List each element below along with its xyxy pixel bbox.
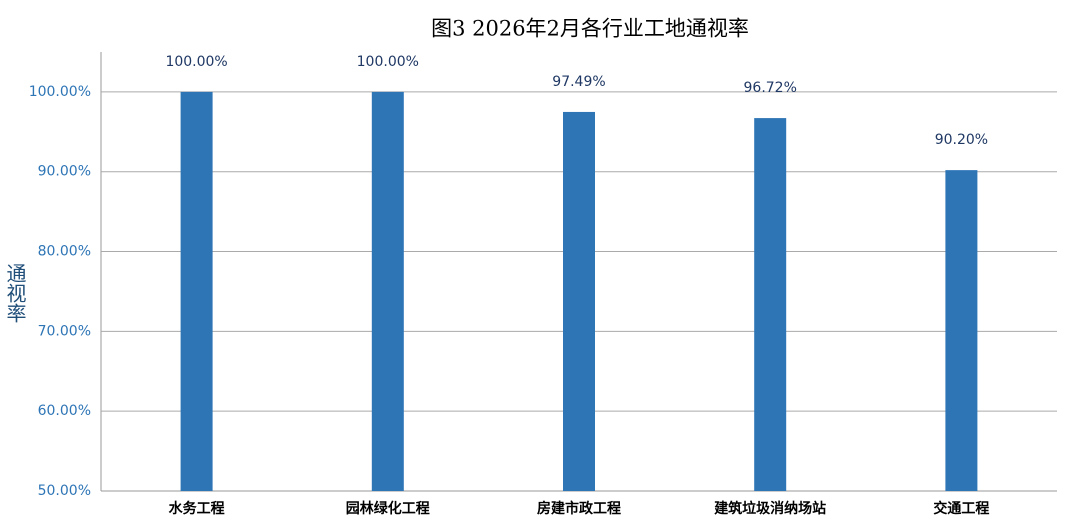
y-tick-label: 50.00% [38, 483, 91, 499]
y-axis-label: 通视率 [3, 263, 27, 323]
y-tick-label: 60.00% [38, 403, 91, 419]
y-tick-label: 100.00% [29, 84, 91, 100]
bar [563, 111, 595, 491]
value-label: 90.20% [935, 132, 988, 148]
x-tick-label: 水务工程 [169, 500, 225, 517]
value-label: 97.49% [552, 74, 605, 90]
bar [754, 118, 787, 492]
x-tick-label: 园林绿化工程 [346, 500, 430, 517]
value-label: 96.72% [744, 80, 797, 96]
y-tick-label: 80.00% [38, 244, 91, 260]
x-tick-label: 交通工程 [933, 500, 989, 517]
x-tick-label: 房建市政工程 [537, 500, 621, 517]
bar [180, 91, 213, 491]
chart-title: 图3 2026年2月各行业工地通视率 [431, 17, 749, 41]
value-label: 100.00% [165, 54, 227, 70]
bar [945, 170, 978, 491]
y-tick-label: 90.00% [38, 164, 91, 180]
bar [371, 91, 404, 491]
y-tick-label: 70.00% [38, 323, 91, 339]
value-label: 100.00% [357, 54, 419, 70]
x-tick-label: 建筑垃圾消纳场站 [714, 500, 826, 517]
